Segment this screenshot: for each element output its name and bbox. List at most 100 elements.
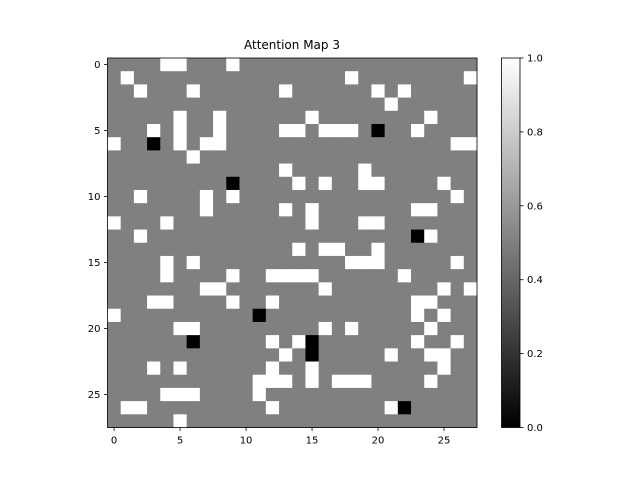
heatmap-cell [345,387,359,402]
heatmap-cell [120,361,135,376]
heatmap-cell [120,282,135,296]
heatmap-cell [120,229,135,244]
heatmap-cell [133,295,148,310]
heatmap-cell [173,71,188,85]
colorbar-gradient [501,57,521,428]
heatmap-cell [252,335,267,349]
heatmap-cell [424,137,438,151]
heatmap-cell [292,321,306,336]
heatmap-cell [437,295,452,310]
heatmap-cell [397,361,412,376]
heatmap-cell [252,414,267,428]
heatmap-cell [160,176,174,191]
heatmap-cell [345,361,359,376]
heatmap-cell [345,216,359,230]
heatmap-cell [173,189,188,204]
heatmap-cell [120,269,135,283]
heatmap-cell [239,335,254,349]
heatmap-cell [318,387,333,402]
heatmap-cell [358,401,372,415]
heatmap-cell [437,189,452,204]
heatmap-cell [305,58,320,72]
heatmap-cell [107,374,122,389]
heatmap-cell [305,203,320,217]
heatmap-cell [147,401,161,415]
heatmap-cell [450,137,465,151]
heatmap-cell [213,321,227,336]
heatmap-cell [279,401,293,415]
heatmap-cell [292,361,306,376]
heatmap-cell [239,269,254,283]
heatmap-cell [318,282,333,296]
heatmap-cell [239,163,254,178]
heatmap-cell [279,176,293,191]
heatmap-cell [411,387,425,402]
heatmap-cell [384,150,399,164]
heatmap-cell [147,374,161,389]
heatmap-cell [120,348,135,362]
heatmap-cell [292,71,306,85]
heatmap-cell [265,163,280,178]
heatmap-cell [120,321,135,336]
heatmap-cell [173,361,188,376]
heatmap-cell [450,176,465,191]
heatmap-cell [147,308,161,323]
heatmap-cell [305,255,320,270]
heatmap-cell [107,84,122,98]
heatmap-cell [318,71,333,85]
heatmap-cell [424,348,438,362]
heatmap-cell [292,150,306,164]
heatmap-cell [199,71,214,85]
heatmap-cell [265,269,280,283]
heatmap-cell [397,335,412,349]
heatmap-cell [358,110,372,125]
heatmap-cell [463,150,478,164]
heatmap-cell [226,414,240,428]
heatmap-cell [239,255,254,270]
heatmap-cell [160,189,174,204]
heatmap-cell [239,216,254,230]
heatmap-cell [424,71,438,85]
heatmap-cell [331,387,346,402]
heatmap-cell [331,295,346,310]
heatmap-cell [147,242,161,257]
heatmap-cell [160,295,174,310]
heatmap-cell [133,189,148,204]
heatmap-cell [411,216,425,230]
heatmap-cell [450,269,465,283]
heatmap-cell [424,110,438,125]
heatmap-cell [450,321,465,336]
heatmap-cell [371,255,386,270]
heatmap-cell [186,229,201,244]
heatmap-cell [397,308,412,323]
heatmap-cell [463,203,478,217]
heatmap-cell [107,255,122,270]
heatmap-cell [463,321,478,336]
heatmap-cell [186,361,201,376]
heatmap-cell [160,255,174,270]
heatmap-cell [252,84,267,98]
heatmap-cell [107,203,122,217]
heatmap-cell [173,282,188,296]
heatmap-cell [411,123,425,138]
heatmap-cell [213,203,227,217]
heatmap-cell [147,176,161,191]
heatmap-cell [384,110,399,125]
heatmap-cell [305,137,320,151]
heatmap-cell [371,308,386,323]
heatmap-cell [107,242,122,257]
y-tick-label: 25 [88,390,101,401]
heatmap-cell [279,97,293,112]
heatmap-cell [147,58,161,72]
heatmap-cell [450,335,465,349]
heatmap-cell [292,203,306,217]
heatmap-cell [279,203,293,217]
heatmap-cell [252,374,267,389]
heatmap-cell [265,137,280,151]
heatmap-cell [424,189,438,204]
heatmap-cell [199,414,214,428]
heatmap-cell [397,189,412,204]
heatmap-cell [331,308,346,323]
heatmap-cell [411,150,425,164]
heatmap-cell [450,150,465,164]
